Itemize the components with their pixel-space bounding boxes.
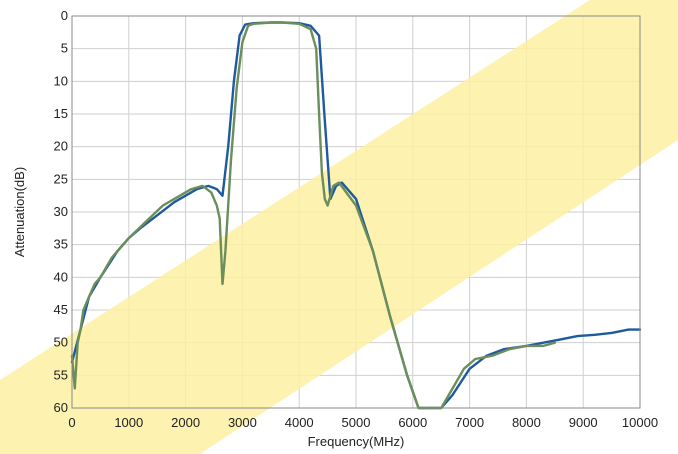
y-tick-label: 50 xyxy=(54,335,68,350)
y-tick-label: 35 xyxy=(54,237,68,252)
y-tick-label: 30 xyxy=(54,204,68,219)
x-tick-label: 9000 xyxy=(569,415,598,430)
x-tick-label: 3000 xyxy=(228,415,257,430)
x-tick-label: 2000 xyxy=(171,415,200,430)
x-tick-labels: 0 1000 2000 3000 4000 5000 6000 7000 8000 9000 100… xyxy=(68,415,658,430)
x-tick-label: 4000 xyxy=(285,415,314,430)
y-tick-labels: 0 5 10 15 20 25 30 35 40 45 50 55 60 xyxy=(54,8,68,415)
y-tick-label: 20 xyxy=(54,139,68,154)
y-tick-label: 40 xyxy=(54,269,68,284)
y-tick-label: 45 xyxy=(54,302,68,317)
x-tick-label: 1000 xyxy=(114,415,143,430)
x-tick-label: 10000 xyxy=(622,415,658,430)
y-tick-label: 5 xyxy=(61,41,68,56)
y-tick-label: 55 xyxy=(54,367,68,382)
x-axis-title: Frequency(MHz) xyxy=(308,434,405,449)
x-tick-label: 8000 xyxy=(512,415,541,430)
x-tick-label: 6000 xyxy=(398,415,427,430)
y-tick-label: 0 xyxy=(61,8,68,23)
y-tick-label: 10 xyxy=(54,73,68,88)
y-tick-label: 60 xyxy=(54,400,68,415)
x-tick-label: 5000 xyxy=(342,415,371,430)
y-axis-title: Attenuation(dB) xyxy=(12,167,27,257)
y-tick-label: 15 xyxy=(54,106,68,121)
x-tick-label: 0 xyxy=(68,415,75,430)
plot-border xyxy=(71,15,641,409)
y-tick-label: 25 xyxy=(54,171,68,186)
x-tick-label: 7000 xyxy=(455,415,484,430)
